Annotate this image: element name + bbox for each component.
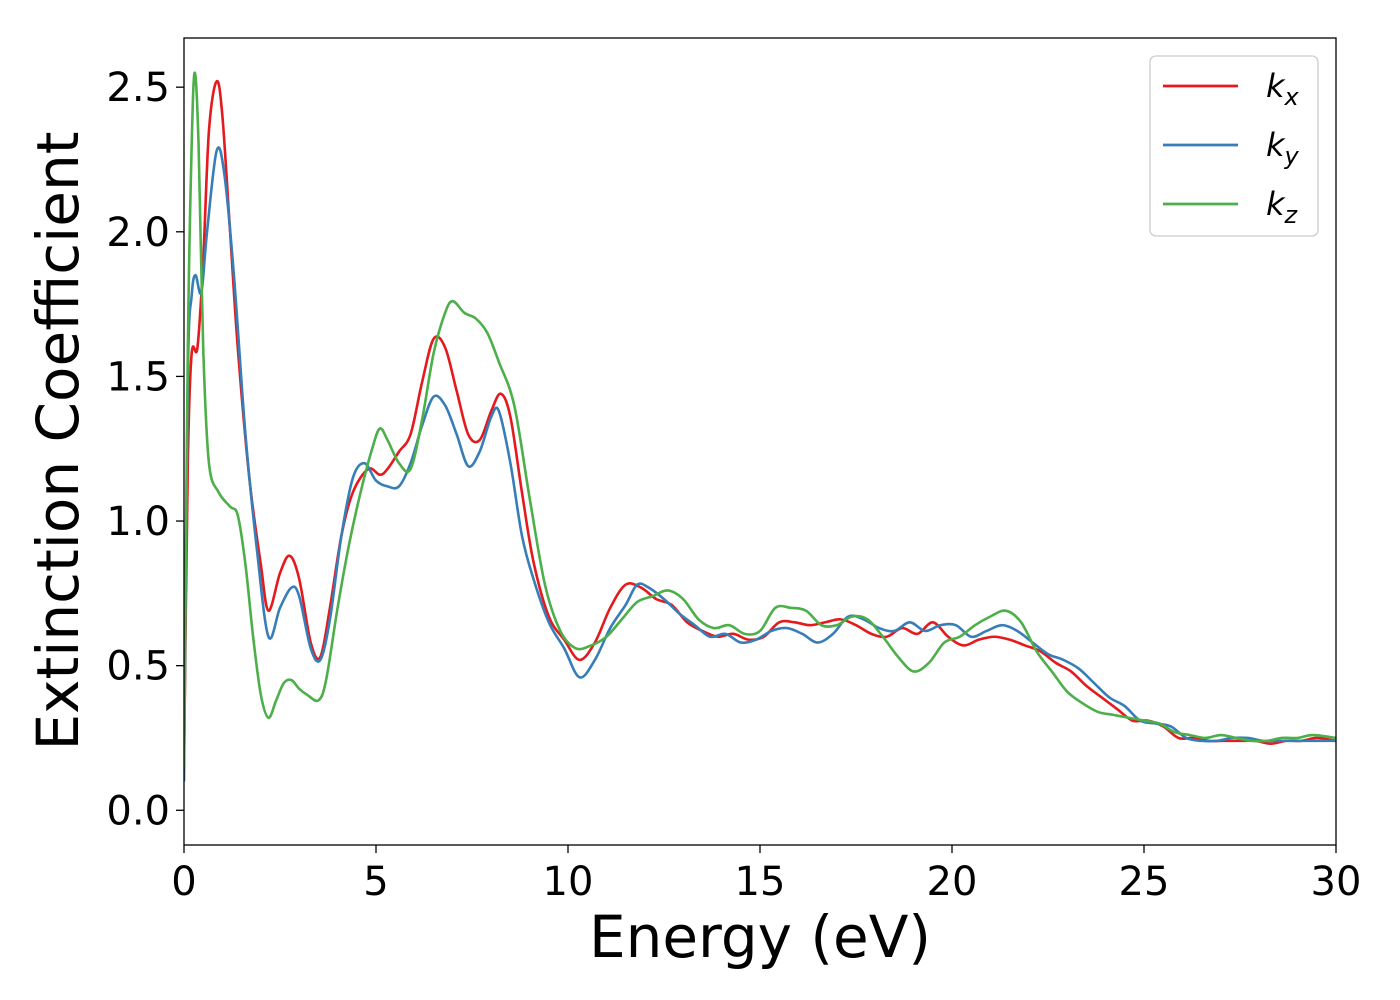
x-tick-label: 5 xyxy=(363,859,388,905)
series-line-ky xyxy=(184,146,1336,782)
x-tick-label: 30 xyxy=(1311,859,1362,905)
x-axis: 0 5 10 15 20 25 30 xyxy=(171,845,1361,905)
y-tick-label: 0.5 xyxy=(106,644,170,690)
y-tick-label: 2.0 xyxy=(106,210,170,256)
series-line-kz xyxy=(184,71,1336,767)
y-tick-label: 1.0 xyxy=(106,499,170,545)
x-tick-label: 15 xyxy=(735,859,786,905)
y-axis: 0.0 0.5 1.0 1.5 2.0 2.5 xyxy=(106,65,184,834)
x-tick-label: 10 xyxy=(543,859,594,905)
x-axis-title: Energy (eV) xyxy=(589,903,931,971)
y-tick-label: 0.0 xyxy=(106,788,170,834)
series-line-kx xyxy=(184,79,1336,767)
y-tick-label: 2.5 xyxy=(106,65,170,111)
series-layer xyxy=(184,71,1336,782)
y-tick-label: 1.5 xyxy=(106,354,170,400)
x-tick-label: 0 xyxy=(171,859,196,905)
x-tick-label: 20 xyxy=(927,859,978,905)
y-axis-title: Extinction Coefficient xyxy=(24,132,92,751)
x-tick-label: 25 xyxy=(1119,859,1170,905)
